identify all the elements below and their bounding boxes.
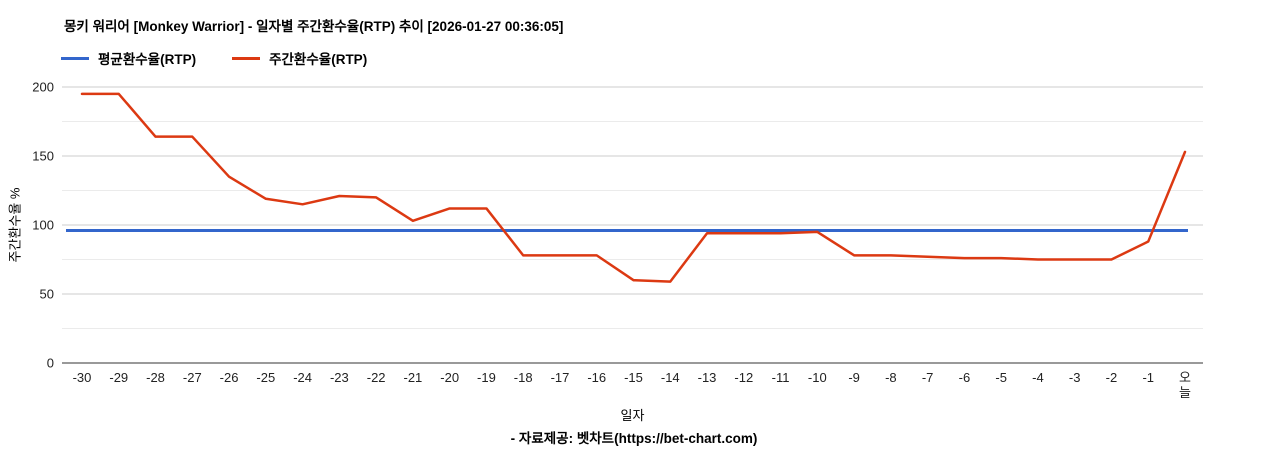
weekly-rtp-line[interactable] (80, 92, 1187, 283)
x-tick-label: -27 (183, 370, 202, 385)
x-tick-label: -18 (514, 370, 533, 385)
x-tick-label: -3 (1069, 370, 1081, 385)
x-tick-label: -2 (1106, 370, 1118, 385)
x-tick-label: -21 (404, 370, 423, 385)
x-tick-label: -30 (73, 370, 92, 385)
x-tick-label: -20 (440, 370, 459, 385)
legend-item-weekly-rtp[interactable]: 주간환수율(RTP) (232, 48, 367, 68)
y-tick-label: 200 (32, 80, 54, 95)
weekly-rtp-line-swatch (232, 56, 261, 60)
x-tick-label: -5 (995, 370, 1007, 385)
x-tick-label: -10 (808, 370, 827, 385)
x-tick-label: -22 (367, 370, 386, 385)
x-tick-label: -16 (587, 370, 606, 385)
x-tick-label: -25 (256, 370, 275, 385)
x-tick-label: -9 (848, 370, 860, 385)
x-tick-label: -4 (1032, 370, 1044, 385)
x-tick-label: -24 (293, 370, 312, 385)
x-tick-label: -12 (734, 370, 753, 385)
average-rtp-line-swatch (61, 56, 89, 60)
legend-label-average-rtp: 평균환수율(RTP) (98, 52, 197, 67)
x-tick-labels: -30 -29 -28 -27 -26 -25 -24 -23 -22 -21 -20 -19 -18 -… (73, 370, 1191, 400)
y-tick-label: 50 (40, 287, 54, 302)
x-tick-label: -15 (624, 370, 643, 385)
legend-label-weekly-rtp: 주간환수율(RTP) (269, 52, 368, 67)
x-tick-label: -19 (477, 370, 496, 385)
x-axis-title: 일자 (620, 408, 645, 423)
x-tick-label: -26 (220, 370, 239, 385)
data-source-credit: - 자료제공: 벳차트(https://bet-chart.com) (510, 431, 758, 446)
chart-legend: 평균환수율(RTP) 주간환수율(RTP) (61, 48, 367, 68)
y-tick-label: 0 (47, 356, 54, 371)
y-tick-label: 100 (32, 218, 54, 233)
x-tick-label: -17 (551, 370, 570, 385)
x-tick-label: -8 (885, 370, 897, 385)
x-tick-label: -28 (146, 370, 165, 385)
x-tick-label: -6 (959, 370, 971, 385)
x-tick-label: -7 (922, 370, 934, 385)
y-major-gridlines (62, 86, 1203, 364)
x-tick-label: -11 (772, 370, 790, 385)
y-tick-labels: 0 50 100 150 200 (32, 80, 54, 371)
x-tick-label: -1 (1142, 370, 1154, 385)
y-tick-label: 150 (32, 149, 54, 164)
x-tick-label: -29 (109, 370, 128, 385)
legend-item-average-rtp[interactable]: 평균환수율(RTP) (61, 48, 196, 68)
x-tick-label: -14 (661, 370, 680, 385)
y-axis-title: 주간환수율 % (7, 187, 23, 263)
x-tick-label: -13 (698, 370, 717, 385)
x-tick-label: -23 (330, 370, 349, 385)
chart-title: 몽키 워리어 [Monkey Warrior] - 일자별 주간환수율(RTP)… (64, 19, 564, 34)
